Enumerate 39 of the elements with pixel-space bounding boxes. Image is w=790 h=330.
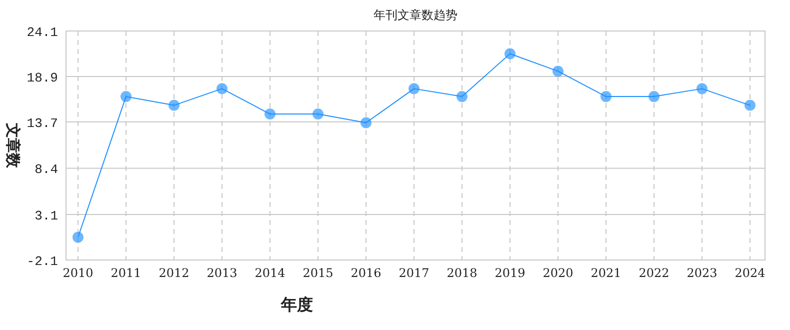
y-tick-label: 8.4 <box>34 162 58 178</box>
point <box>696 83 708 94</box>
y-tick-label: 24.1 <box>26 25 58 40</box>
y-tick-label: 13.7 <box>26 116 58 131</box>
x-tick-label: 2015 <box>302 266 334 280</box>
point <box>600 91 612 102</box>
x-tick-label: 2017 <box>398 266 430 280</box>
x-tick-label: 2018 <box>446 266 478 280</box>
chart-title: 年刊文章数趋势 <box>374 8 458 22</box>
point <box>168 100 180 111</box>
point <box>264 108 276 120</box>
x-tick-label: 2014 <box>254 266 286 280</box>
x-tick-label: 2019 <box>494 266 526 280</box>
x-axis-title: 年度 <box>280 295 313 314</box>
x-tick-label: 2010 <box>62 266 94 280</box>
x-tick-label: 2013 <box>206 266 238 280</box>
point <box>744 100 756 111</box>
point <box>552 66 564 77</box>
x-tick-label: 2016 <box>350 266 382 280</box>
y-tick-label: -2.1 <box>26 254 58 269</box>
point <box>120 91 132 102</box>
x-tick-label: 2012 <box>158 266 190 280</box>
point <box>360 117 372 128</box>
x-tick-label: 2011 <box>110 266 142 280</box>
point <box>456 91 468 102</box>
x-tick-label: 2024 <box>734 266 766 280</box>
y-axis-title: 文章数 <box>4 122 22 169</box>
point <box>408 83 420 94</box>
x-tick-label: 2020 <box>542 266 574 280</box>
x-tick-label: 2022 <box>638 266 670 280</box>
y-tick-label: 3.1 <box>34 208 58 224</box>
point <box>312 108 324 120</box>
point <box>648 91 660 102</box>
point <box>216 83 228 94</box>
x-tick-label: 2021 <box>590 266 622 280</box>
x-tick-label: 2023 <box>686 266 718 280</box>
point <box>72 232 84 243</box>
y-tick-label: 18.9 <box>26 70 58 86</box>
point <box>504 48 516 60</box>
